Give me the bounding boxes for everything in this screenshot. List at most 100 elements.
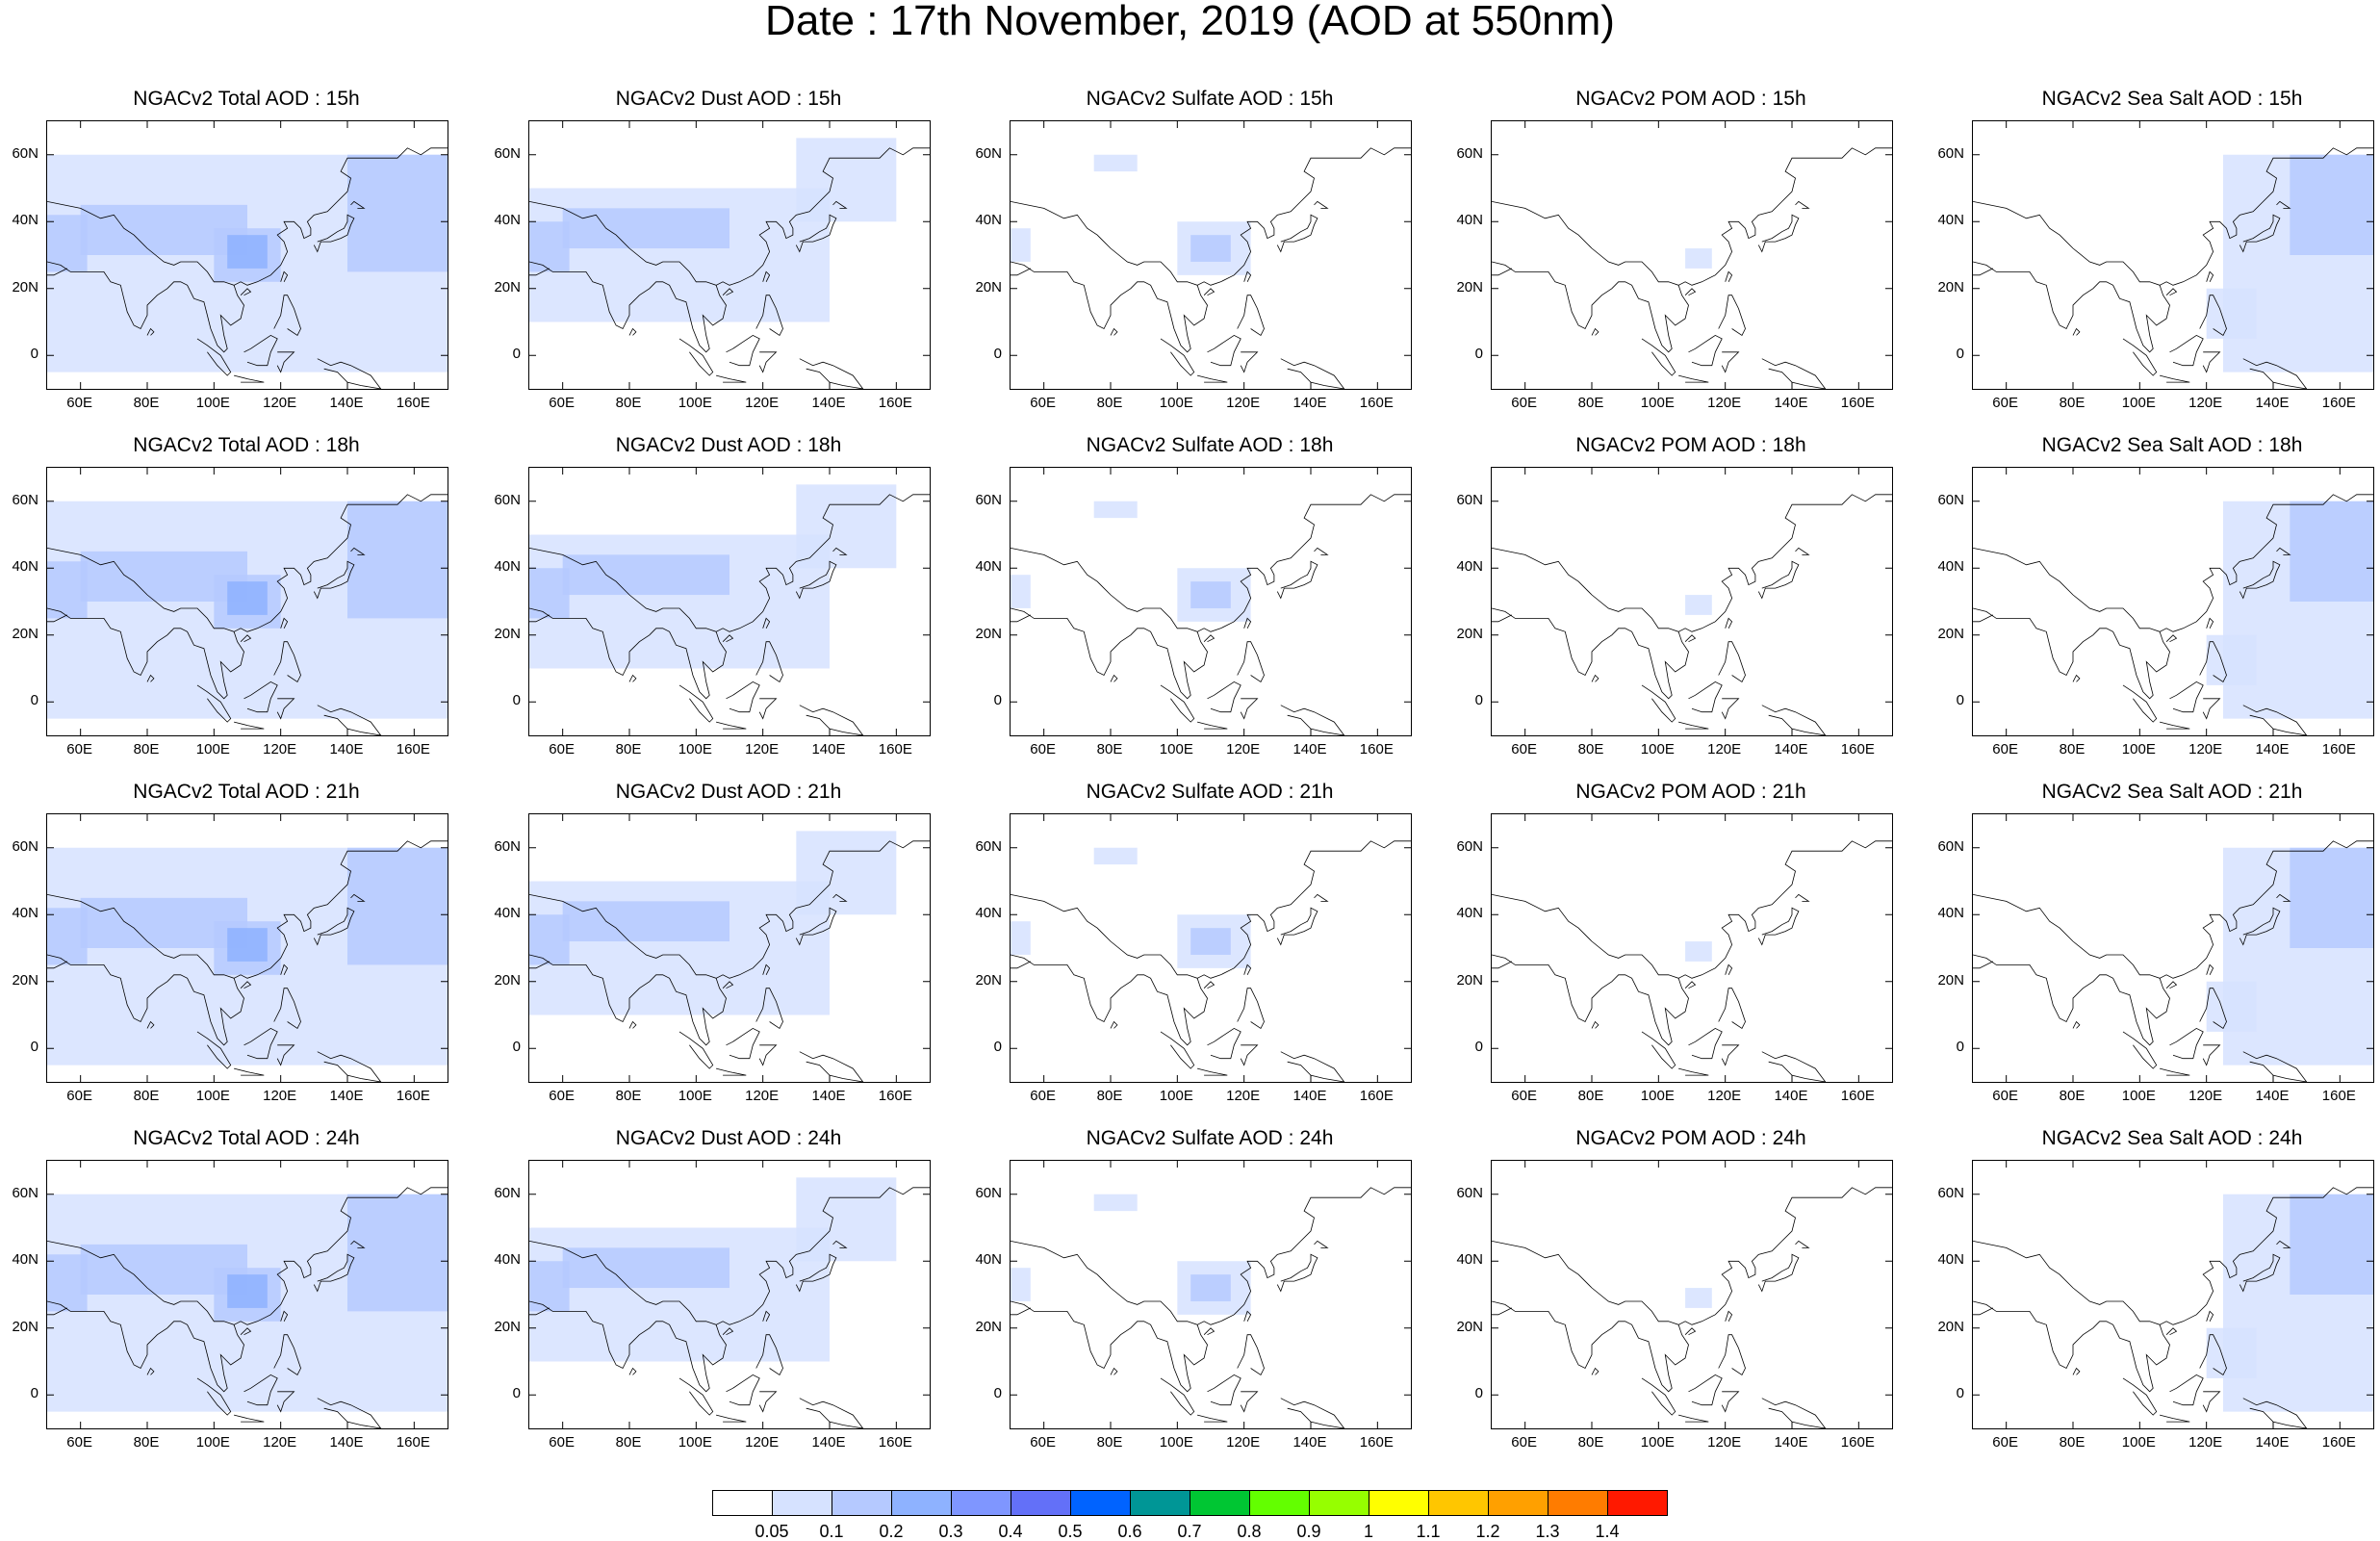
coastline bbox=[350, 893, 366, 902]
y-tick-label: 60N bbox=[975, 1184, 1002, 1201]
coastline bbox=[2199, 641, 2227, 682]
colorbar-label: 0.7 bbox=[1177, 1522, 1202, 1541]
x-tick-label: 120E bbox=[1707, 741, 1742, 758]
coastline bbox=[1203, 981, 1216, 989]
coastline bbox=[1160, 1031, 1195, 1069]
y-tick-label: 60N bbox=[975, 491, 1002, 508]
x-tick-label: 140E bbox=[811, 741, 846, 758]
y-tick-label: 20N bbox=[12, 971, 38, 989]
aod-field-region bbox=[1190, 928, 1231, 955]
y-tick-label: 60N bbox=[12, 1184, 38, 1201]
panel-title-sulfate-21h: NGACv2 Sulfate AOD : 21h bbox=[1086, 781, 1334, 803]
colorbar-swatch bbox=[1607, 1490, 1668, 1516]
x-tick-label: 100E bbox=[1640, 741, 1675, 758]
x-tick-label: 160E bbox=[1840, 1434, 1875, 1451]
x-tick-label: 140E bbox=[1292, 741, 1327, 758]
coastline bbox=[273, 295, 301, 336]
coastline bbox=[1678, 721, 1709, 730]
y-tick-label: 60N bbox=[1456, 1184, 1483, 1201]
x-tick-label: 120E bbox=[2188, 395, 2223, 411]
coastline bbox=[722, 981, 734, 989]
coastline bbox=[2169, 681, 2204, 713]
y-tick-label: 20N bbox=[12, 278, 38, 295]
coastline bbox=[1688, 681, 1723, 713]
coastline bbox=[1492, 954, 1689, 1046]
colorbar-label: 0.8 bbox=[1237, 1522, 1262, 1541]
coastline bbox=[47, 494, 448, 632]
panel-title-total-24h: NGACv2 Total AOD : 24h bbox=[133, 1127, 360, 1149]
x-tick-label: 60E bbox=[1992, 741, 2018, 758]
coastline bbox=[1795, 1240, 1810, 1248]
coastline bbox=[2206, 270, 2214, 282]
y-tick-label: 0 bbox=[1956, 1039, 1964, 1056]
x-tick-label: 120E bbox=[745, 395, 780, 411]
coastline bbox=[1973, 1307, 1993, 1316]
coastline bbox=[678, 1377, 714, 1416]
y-tick-label: 0 bbox=[993, 346, 1002, 363]
x-tick-label: 120E bbox=[263, 1088, 297, 1104]
coastline bbox=[2239, 214, 2281, 253]
coastline bbox=[529, 961, 550, 969]
map-panel-dust-15h bbox=[528, 120, 931, 390]
x-tick-label: 160E bbox=[396, 1088, 430, 1104]
coastline bbox=[273, 1334, 301, 1375]
coastline bbox=[1718, 988, 1746, 1029]
aod-field-region bbox=[47, 215, 88, 272]
coastline bbox=[726, 334, 760, 367]
aod-field-region bbox=[227, 928, 268, 962]
map-svg bbox=[1973, 121, 2373, 389]
coastline bbox=[47, 954, 244, 1046]
coastline bbox=[146, 327, 155, 336]
y-tick-label: 60N bbox=[12, 837, 38, 855]
coastline bbox=[313, 907, 355, 946]
coastline bbox=[1207, 334, 1241, 367]
y-tick-label: 0 bbox=[1474, 1039, 1483, 1056]
y-tick-label: 60N bbox=[1937, 144, 1964, 162]
coastline bbox=[1973, 1300, 2170, 1393]
y-tick-label: 0 bbox=[512, 692, 521, 709]
panel-title-pom-21h: NGACv2 POM AOD : 21h bbox=[1575, 781, 1806, 803]
coastline bbox=[234, 1414, 265, 1423]
x-tick-label: 60E bbox=[1992, 395, 2018, 411]
y-tick-label: 40N bbox=[1937, 558, 1964, 576]
colorbar-label: 1.3 bbox=[1535, 1522, 1560, 1541]
coastline bbox=[1678, 374, 1709, 383]
map-svg bbox=[1973, 814, 2373, 1082]
y-tick-label: 40N bbox=[975, 905, 1002, 922]
y-tick-label: 60N bbox=[494, 837, 521, 855]
coastline bbox=[1110, 1367, 1118, 1375]
coastline bbox=[1110, 674, 1118, 682]
y-tick-label: 40N bbox=[12, 212, 38, 229]
coastline bbox=[1240, 351, 1259, 373]
map-svg bbox=[47, 121, 448, 389]
x-tick-label: 80E bbox=[2059, 1434, 2086, 1451]
aod-field-region bbox=[529, 534, 830, 669]
y-tick-label: 20N bbox=[12, 625, 38, 642]
coastline bbox=[2122, 1377, 2158, 1416]
coastline bbox=[628, 1020, 637, 1029]
coastline bbox=[1757, 214, 1800, 253]
coastline bbox=[1110, 327, 1118, 336]
aod-field-region bbox=[796, 1177, 897, 1262]
y-tick-label: 40N bbox=[12, 558, 38, 576]
x-tick-label: 140E bbox=[2255, 395, 2290, 411]
aod-field-region bbox=[562, 1247, 729, 1289]
coastline bbox=[1795, 547, 1810, 555]
x-tick-label: 140E bbox=[1774, 395, 1808, 411]
y-tick-label: 0 bbox=[993, 1385, 1002, 1402]
coastline bbox=[313, 214, 355, 253]
coastline bbox=[529, 840, 930, 979]
coastline bbox=[755, 641, 783, 682]
colorbar-swatch bbox=[1488, 1490, 1548, 1516]
coastline bbox=[2242, 1051, 2308, 1082]
coastline bbox=[1207, 1374, 1241, 1406]
x-tick-label: 60E bbox=[66, 395, 92, 411]
coastline bbox=[280, 270, 289, 282]
coastline bbox=[313, 1253, 355, 1293]
coastline bbox=[1197, 1414, 1228, 1423]
coastline bbox=[2165, 634, 2178, 643]
coastline bbox=[1761, 358, 1827, 389]
coastline bbox=[1243, 963, 1252, 975]
aod-field-region bbox=[1093, 501, 1138, 519]
x-tick-label: 140E bbox=[811, 395, 846, 411]
